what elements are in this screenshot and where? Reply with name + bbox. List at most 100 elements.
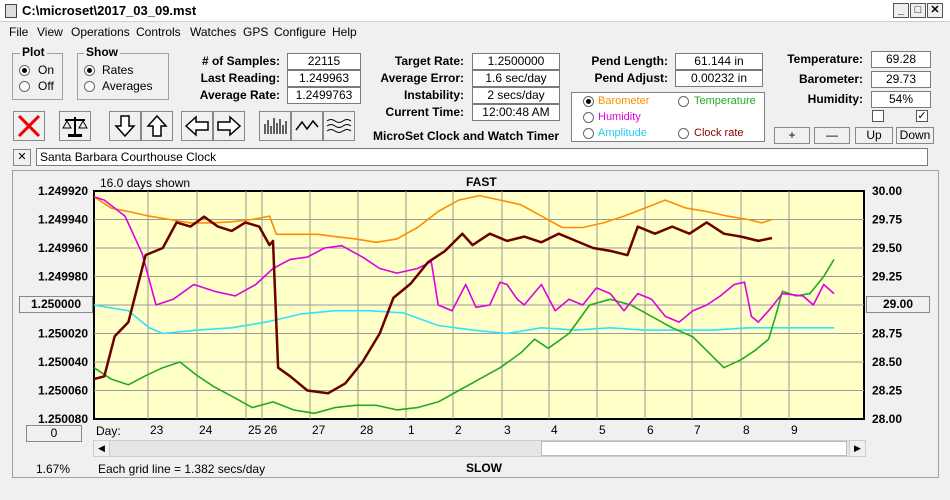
bar-graph-icon bbox=[264, 118, 287, 134]
day-tick-label: 1 bbox=[408, 423, 415, 437]
balance-button[interactable] bbox=[59, 111, 91, 141]
average-rate-label: Average Rate: bbox=[199, 88, 280, 102]
samples-field: 22115 bbox=[287, 53, 361, 70]
scale-minus-button[interactable]: — bbox=[814, 127, 850, 144]
last-reading-label: Last Reading: bbox=[200, 71, 280, 85]
pend-length-label: Pend Length: bbox=[591, 54, 668, 68]
wave-view-button[interactable] bbox=[323, 111, 355, 141]
barometer-field: 29.73 bbox=[871, 71, 931, 88]
plot-off-radio[interactable] bbox=[19, 81, 30, 92]
last-reading-field: 1.249963 bbox=[287, 70, 361, 87]
menu-view[interactable]: View bbox=[37, 25, 63, 39]
menu-file[interactable]: File bbox=[9, 25, 29, 39]
chart-series bbox=[93, 194, 835, 415]
day-tick-label: 28 bbox=[360, 423, 374, 437]
day-ticks: 23 24 25 26 27 28 1 2 3 4 5 6 7 8 9 bbox=[150, 423, 798, 437]
right-axis-center-box[interactable]: 29.00 bbox=[866, 296, 930, 313]
right-tick-label: 30.00 bbox=[872, 184, 902, 198]
offset-box[interactable]: 0 bbox=[26, 425, 82, 442]
grid-note-label: Each grid line = 1.382 secs/day bbox=[98, 462, 266, 476]
humidity-series-line bbox=[93, 195, 835, 323]
day-tick-label: 23 bbox=[150, 423, 164, 437]
move-left-button[interactable] bbox=[181, 111, 213, 141]
day-tick-label: 24 bbox=[199, 423, 213, 437]
temperature-radio[interactable] bbox=[678, 96, 689, 107]
average-error-label: Average Error: bbox=[380, 71, 464, 85]
bar-view-button[interactable] bbox=[259, 111, 291, 141]
menu-watches[interactable]: Watches bbox=[190, 25, 237, 39]
day-tick-label: 7 bbox=[694, 423, 701, 437]
plot-on-label: On bbox=[38, 63, 55, 77]
sensor-select-box bbox=[571, 92, 765, 142]
barometer-series-line bbox=[93, 194, 773, 244]
humidity-option-label: Humidity bbox=[598, 111, 641, 123]
right-tick-label: 28.75 bbox=[872, 327, 902, 341]
show-averages-radio[interactable] bbox=[84, 81, 95, 92]
right-tick-label: 28.25 bbox=[872, 384, 902, 398]
line-view-button[interactable] bbox=[291, 111, 323, 141]
plot-on-radio[interactable] bbox=[19, 65, 30, 76]
stop-button[interactable] bbox=[13, 111, 45, 141]
maximize-button[interactable]: □ bbox=[910, 3, 926, 18]
menu-controls[interactable]: Controls bbox=[136, 25, 181, 39]
target-rate-field[interactable]: 1.2500000 bbox=[472, 53, 560, 70]
left-axis-ticks: 1.249920 1.249940 1.249960 1.249980 1.250020… bbox=[38, 184, 88, 426]
menu-configure[interactable]: Configure bbox=[274, 25, 327, 39]
clear-name-button[interactable]: ✕ bbox=[13, 149, 31, 166]
left-tick-label: 1.250060 bbox=[38, 384, 88, 398]
pend-length-field[interactable]: 61.144 in bbox=[675, 53, 763, 70]
left-axis-center-box[interactable]: 1.250000 bbox=[19, 296, 93, 313]
samples-label: # of Samples: bbox=[201, 54, 280, 68]
instability-label: Instability: bbox=[403, 88, 464, 102]
clock-name-input[interactable]: Santa Barbara Courthouse Clock bbox=[36, 148, 928, 166]
line-graph-icon bbox=[295, 119, 319, 131]
scroll-right-icon[interactable]: ▶ bbox=[849, 441, 865, 456]
average-rate-field: 1.2499763 bbox=[287, 87, 361, 104]
clock-rate-radio[interactable] bbox=[678, 128, 689, 139]
move-down-button[interactable] bbox=[109, 111, 141, 141]
left-tick-label: 1.250080 bbox=[38, 412, 88, 426]
slow-label: SLOW bbox=[466, 461, 502, 475]
scrollbar-thumb[interactable] bbox=[541, 441, 847, 456]
app-icon bbox=[5, 4, 17, 18]
move-up-button[interactable] bbox=[141, 111, 173, 141]
day-tick-label: 6 bbox=[647, 423, 654, 437]
move-right-button[interactable] bbox=[213, 111, 245, 141]
menu-help[interactable]: Help bbox=[332, 25, 357, 39]
percent-label: 1.67% bbox=[36, 462, 71, 476]
arrow-down-icon bbox=[114, 115, 136, 138]
scroll-left-icon[interactable]: ◀ bbox=[94, 441, 110, 456]
minimize-button[interactable]: _ bbox=[893, 3, 909, 18]
humidity-label: Humidity: bbox=[807, 92, 863, 106]
pend-adjust-field: 0.00232 in bbox=[675, 70, 763, 87]
day-tick-label: 25 bbox=[248, 423, 262, 437]
barometer-label: Barometer: bbox=[798, 72, 863, 86]
scroll-down-button[interactable]: Down bbox=[896, 127, 934, 144]
option-checkbox-left[interactable] bbox=[872, 110, 884, 122]
option-checkbox-right[interactable]: ✓ bbox=[916, 110, 928, 122]
menu-gps[interactable]: GPS bbox=[243, 25, 269, 39]
show-rates-radio[interactable] bbox=[84, 65, 95, 76]
day-tick-label: 26 bbox=[264, 423, 278, 437]
scroll-up-button[interactable]: Up bbox=[855, 127, 893, 144]
menu-operations[interactable]: Operations bbox=[71, 25, 130, 39]
plot-group-label: Plot bbox=[20, 45, 47, 59]
day-tick-label: 5 bbox=[599, 423, 606, 437]
left-tick-label: 1.249920 bbox=[38, 184, 88, 198]
pend-adjust-label: Pend Adjust: bbox=[594, 71, 668, 85]
right-tick-label: 28.00 bbox=[872, 412, 902, 426]
current-time-field: 12:00:48 AM bbox=[472, 104, 560, 121]
day-tick-label: 27 bbox=[312, 423, 326, 437]
amplitude-radio[interactable] bbox=[583, 128, 594, 139]
title-bar: C:\microset\2017_03_09.mst _ □ ✕ bbox=[0, 0, 950, 22]
humidity-field: 54% bbox=[871, 91, 931, 108]
time-scrollbar[interactable]: ◀ ▶ bbox=[93, 440, 866, 457]
day-tick-label: 8 bbox=[743, 423, 750, 437]
humidity-radio[interactable] bbox=[583, 112, 594, 123]
rate-series-line bbox=[93, 215, 773, 395]
barometer-radio[interactable] bbox=[583, 96, 594, 107]
current-time-label: Current Time: bbox=[385, 105, 464, 119]
scale-plus-button[interactable]: + bbox=[774, 127, 810, 144]
left-tick-label: 1.250020 bbox=[38, 327, 88, 341]
close-button[interactable]: ✕ bbox=[927, 3, 943, 18]
